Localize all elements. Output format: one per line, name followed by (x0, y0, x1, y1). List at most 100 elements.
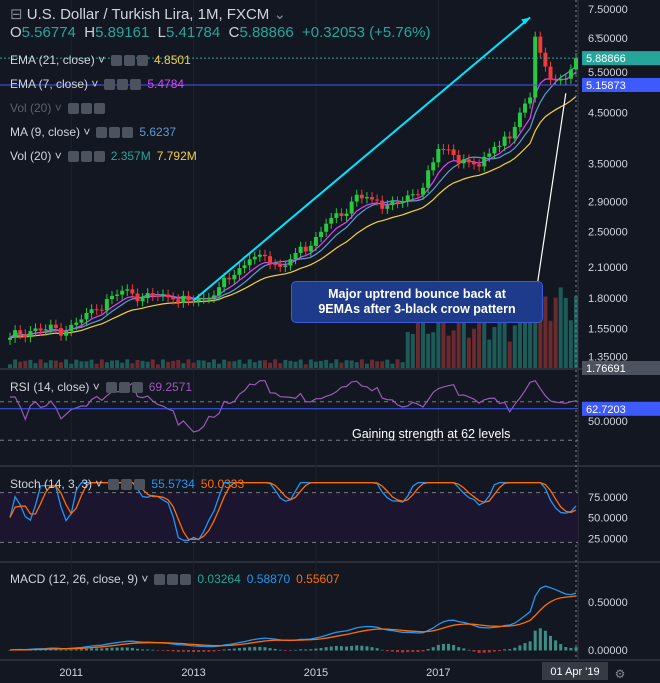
eye-icon[interactable] (96, 126, 108, 138)
candle-body[interactable] (512, 126, 517, 139)
candle-body[interactable] (283, 265, 288, 267)
candle-body[interactable] (329, 217, 334, 224)
candle-body[interactable] (477, 164, 482, 167)
candle-body[interactable] (222, 277, 227, 288)
candle-body[interactable] (456, 155, 461, 164)
candle-body[interactable] (507, 136, 512, 139)
uptrend-annotation[interactable]: Major uptrend bounce back at 9EMAs after… (291, 281, 543, 323)
candle-body[interactable] (53, 324, 58, 329)
candle-body[interactable] (257, 254, 262, 257)
candle-body[interactable] (33, 328, 38, 332)
candle-body[interactable] (410, 194, 415, 196)
candle-body[interactable] (563, 78, 568, 80)
indicator-controls[interactable] (105, 381, 143, 393)
indicator-controls[interactable] (67, 150, 105, 162)
candle-body[interactable] (252, 256, 257, 260)
candle-body[interactable] (574, 58, 578, 70)
candle-body[interactable] (109, 295, 114, 300)
candle-body[interactable] (211, 295, 216, 298)
candle-body[interactable] (319, 231, 324, 238)
gear-icon[interactable] (80, 102, 92, 114)
eye-icon[interactable] (111, 54, 123, 66)
candle-body[interactable] (145, 293, 150, 299)
candle-body[interactable] (568, 69, 573, 79)
candle-body[interactable] (339, 213, 344, 217)
candle-body[interactable] (89, 309, 94, 313)
candle-body[interactable] (370, 197, 375, 200)
candle-body[interactable] (466, 159, 471, 163)
legend-stoch[interactable]: Stoch (14, 3, 3) ˅ 55.5734 50.0333 (10, 477, 244, 491)
close-icon[interactable] (93, 150, 105, 162)
gear-icon[interactable] (80, 150, 92, 162)
candle-body[interactable] (115, 294, 120, 296)
legend-rsi[interactable]: RSI (14, close) ˅ 69.2571 (10, 380, 192, 394)
candle-body[interactable] (390, 201, 395, 206)
candle-body[interactable] (79, 319, 84, 323)
candle-body[interactable] (487, 153, 492, 157)
candle-body[interactable] (18, 330, 23, 335)
candle-body[interactable] (426, 170, 431, 188)
candle-body[interactable] (69, 324, 74, 332)
candle-body[interactable] (523, 103, 528, 113)
indicator-controls[interactable] (111, 54, 149, 66)
candle-body[interactable] (482, 156, 487, 167)
symbol-title[interactable]: ⊟ U.S. Dollar / Turkish Lira, 1M, FXCM ⌄ (10, 5, 286, 23)
candle-body[interactable] (451, 149, 456, 156)
eye-icon[interactable] (154, 573, 166, 585)
candle-body[interactable] (298, 246, 303, 253)
candle-body[interactable] (558, 79, 563, 81)
close-icon[interactable] (122, 126, 134, 138)
uptrend-arrow[interactable] (192, 16, 531, 302)
close-icon[interactable] (137, 54, 149, 66)
candle-body[interactable] (405, 195, 410, 202)
candle-body[interactable] (186, 295, 191, 301)
candle-body[interactable] (288, 259, 293, 266)
candle-body[interactable] (206, 297, 211, 299)
legend-macd[interactable]: MACD (12, 26, close, 9) ˅ 0.03264 0.58870 0… (10, 572, 340, 586)
candle-body[interactable] (58, 328, 63, 336)
candle-body[interactable] (155, 295, 160, 297)
candle-body[interactable] (436, 148, 441, 163)
candle-body[interactable] (13, 330, 18, 338)
candle-body[interactable] (262, 254, 267, 257)
candle-body[interactable] (84, 312, 89, 320)
candle-body[interactable] (492, 146, 497, 154)
candle-body[interactable] (533, 36, 538, 98)
legend-ema-7[interactable]: EMA (7, close) ˅ 5.4784 (10, 77, 184, 91)
candle-body[interactable] (201, 298, 206, 300)
candle-body[interactable] (140, 298, 145, 302)
indicator-controls[interactable] (67, 102, 105, 114)
candle-body[interactable] (217, 287, 222, 296)
candle-body[interactable] (104, 299, 109, 311)
legend-vol[interactable]: Vol (20) ˅ 2.357M 7.792M (10, 149, 197, 163)
candle-body[interactable] (441, 148, 446, 150)
candle-body[interactable] (380, 200, 385, 209)
candle-body[interactable] (334, 213, 339, 218)
chevron-down-icon[interactable]: ⌄ (273, 6, 287, 23)
candle-body[interactable] (446, 149, 451, 151)
indicator-controls[interactable] (104, 78, 142, 90)
candle-body[interactable] (196, 298, 201, 302)
candle-body[interactable] (359, 194, 364, 199)
legend-ma-9[interactable]: MA (9, close) ˅ 5.6237 (10, 125, 176, 139)
candle-body[interactable] (543, 52, 548, 67)
candle-body[interactable] (171, 297, 176, 300)
close-icon[interactable] (134, 478, 146, 490)
legend-ema-21[interactable]: EMA (21, close) ˅ 4.8501 (10, 53, 191, 67)
candle-body[interactable] (303, 246, 308, 252)
candle-body[interactable] (166, 294, 171, 298)
candle-body[interactable] (227, 277, 232, 280)
candle-body[interactable] (472, 162, 477, 165)
candle-body[interactable] (8, 337, 12, 340)
gear-icon[interactable] (167, 573, 179, 585)
candle-body[interactable] (375, 199, 380, 201)
candle-body[interactable] (528, 97, 533, 104)
gear-icon[interactable] (118, 381, 130, 393)
indicator-controls[interactable] (154, 573, 192, 585)
candle-body[interactable] (349, 201, 354, 214)
candle-body[interactable] (313, 237, 318, 246)
candle-body[interactable] (308, 245, 313, 252)
candle-body[interactable] (344, 213, 349, 217)
candle-body[interactable] (120, 290, 125, 295)
candle-body[interactable] (268, 256, 273, 265)
